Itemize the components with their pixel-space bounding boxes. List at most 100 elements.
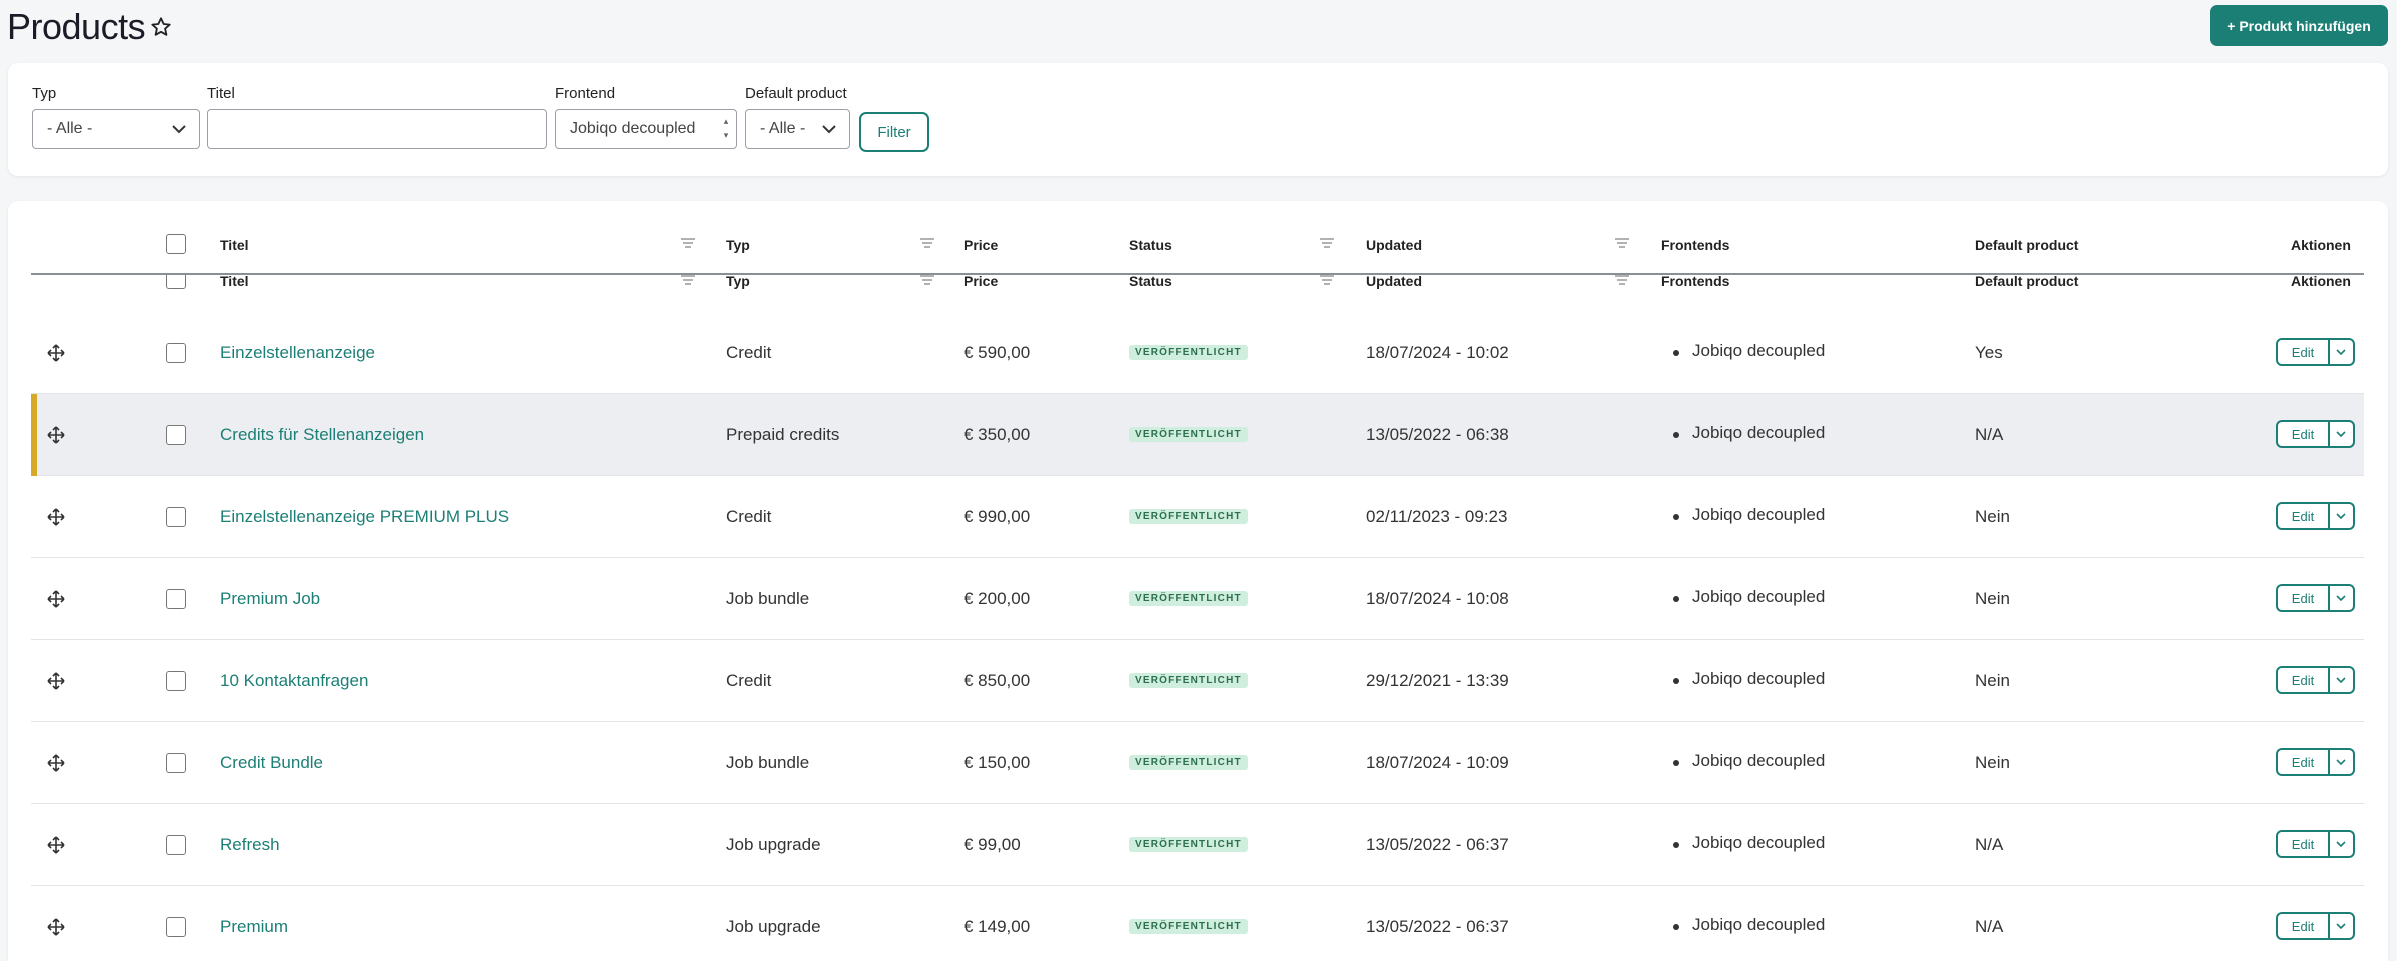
sort-icon[interactable] [1614,237,1630,249]
product-title-link[interactable]: 10 Kontaktanfragen [220,671,369,690]
edit-button[interactable]: Edit [2278,422,2330,446]
product-title-link[interactable]: Credits für Stellenanzeigen [220,425,425,444]
list-bullet [1673,760,1679,766]
edit-button[interactable]: Edit [2278,504,2330,528]
edit-button[interactable]: Edit [2278,668,2330,692]
drag-handle-icon[interactable] [47,508,65,526]
edit-dropdown-toggle[interactable] [2330,340,2353,364]
edit-dropdown-toggle[interactable] [2330,422,2353,446]
product-price: € 990,00 [964,507,1031,526]
row-checkbox[interactable] [166,507,186,527]
star-icon[interactable] [150,16,172,38]
frontend-item: Jobiqo decoupled [1692,669,1826,688]
product-title-link[interactable]: Refresh [220,835,280,854]
drag-handle-icon[interactable] [47,918,65,936]
row-checkbox[interactable] [166,343,186,363]
frontend-filter-label: Frontend [555,85,616,102]
filter-button[interactable]: Filter [859,112,929,152]
updated-date: 02/11/2023 - 09:23 [1366,507,1508,526]
default-filter-label: Default product [745,85,847,102]
product-type: Job bundle [726,589,810,608]
product-title-link[interactable]: Einzelstellenanzeige PREMIUM PLUS [220,507,510,526]
sort-icon[interactable] [680,237,696,249]
sort-icon[interactable] [1614,274,1630,286]
row-checkbox[interactable] [166,425,186,445]
product-title-link[interactable]: Premium Job [220,589,321,608]
drag-handle-icon[interactable] [47,672,65,690]
sort-icon[interactable] [1319,274,1335,286]
sort-icon[interactable] [680,274,696,286]
list-bullet [1673,350,1679,356]
edit-button[interactable]: Edit [2278,832,2330,856]
sort-icon[interactable] [1319,237,1335,249]
row-checkbox[interactable] [166,589,186,609]
status-badge: VERÖFFENTLICHT [1129,837,1248,852]
edit-button[interactable]: Edit [2278,586,2330,610]
row-checkbox[interactable] [166,917,186,937]
updated-date: 13/05/2022 - 06:37 [1366,835,1509,854]
row-checkbox[interactable] [166,671,186,691]
typ-filter-value: - Alle - [47,120,93,137]
drag-handle-icon[interactable] [47,836,65,854]
table-row: Premium Job upgrade € 149,00 VERÖFFENTLI… [31,886,2364,961]
table-row: Einzelstellenanzeige PREMIUM PLUS Credit… [31,476,2364,558]
edit-dropdown-toggle[interactable] [2330,586,2353,610]
drag-handle-icon[interactable] [47,590,65,608]
page-header: Products + Produkt hinzufügen [0,0,2397,62]
column-header-typ[interactable]: Typ [726,273,750,289]
column-header-updated[interactable]: Updated [1366,273,1422,289]
product-title-link[interactable]: Credit Bundle [220,753,324,772]
column-header-titel[interactable]: Titel [220,273,249,289]
status-badge: VERÖFFENTLICHT [1129,591,1248,606]
drag-handle-icon[interactable] [47,426,65,444]
drag-handle-icon[interactable] [47,344,65,362]
product-type: Prepaid credits [726,425,840,444]
edit-dropbutton: Edit [2276,666,2355,694]
drag-handle-icon[interactable] [47,754,65,772]
edit-dropdown-toggle[interactable] [2330,832,2353,856]
typ-filter-select[interactable]: - Alle - [32,109,200,149]
frontend-filter-select[interactable]: Jobiqo decoupled ▴ ▾ [555,109,737,149]
edit-dropdown-toggle[interactable] [2330,668,2353,692]
row-checkbox[interactable] [166,835,186,855]
frontend-filter-value: Jobiqo decoupled [570,120,696,137]
default-product-value: N/A [1975,425,2004,444]
column-header-status[interactable]: Status [1129,273,1172,289]
select-all-checkbox[interactable] [166,234,186,254]
edit-dropdown-toggle[interactable] [2330,914,2353,938]
column-header-frontends: Frontends [1661,237,1730,253]
table-row: 10 Kontaktanfragen Credit € 850,00 VERÖF… [31,640,2364,722]
select-all-checkbox[interactable] [166,275,186,289]
edit-dropdown-toggle[interactable] [2330,504,2353,528]
edit-dropbutton: Edit [2276,584,2355,612]
edit-button[interactable]: Edit [2278,340,2330,364]
status-badge: VERÖFFENTLICHT [1129,427,1248,442]
list-bullet [1673,596,1679,602]
product-title-link[interactable]: Einzelstellenanzeige [220,343,375,362]
column-header-titel[interactable]: Titel [220,237,249,253]
default-filter-select[interactable]: - Alle - [745,109,850,149]
column-header-updated[interactable]: Updated [1366,237,1422,253]
list-bullet [1673,678,1679,684]
product-price: € 850,00 [964,671,1031,690]
column-header-typ[interactable]: Typ [726,237,750,253]
titel-filter-input[interactable] [207,109,547,149]
add-product-button[interactable]: + Produkt hinzufügen [2210,5,2388,46]
sort-icon[interactable] [919,237,935,249]
chevron-down-icon [2336,759,2346,766]
edit-dropdown-toggle[interactable] [2330,750,2353,774]
column-header-default: Default product [1975,273,2079,289]
column-header-price: Price [964,237,999,253]
table-row: Premium Job Job bundle € 200,00 VERÖFFEN… [31,558,2364,640]
edit-button[interactable]: Edit [2278,914,2330,938]
column-header-status[interactable]: Status [1129,237,1172,253]
sort-icon[interactable] [919,274,935,286]
product-price: € 590,00 [964,343,1031,362]
product-title-link[interactable]: Premium [220,917,289,936]
list-bullet [1673,924,1679,930]
row-checkbox[interactable] [166,753,186,773]
edit-button[interactable]: Edit [2278,750,2330,774]
status-badge: VERÖFFENTLICHT [1129,509,1248,524]
listbox-scroll-arrows[interactable]: ▴ ▾ [723,116,729,140]
product-price: € 150,00 [964,753,1031,772]
